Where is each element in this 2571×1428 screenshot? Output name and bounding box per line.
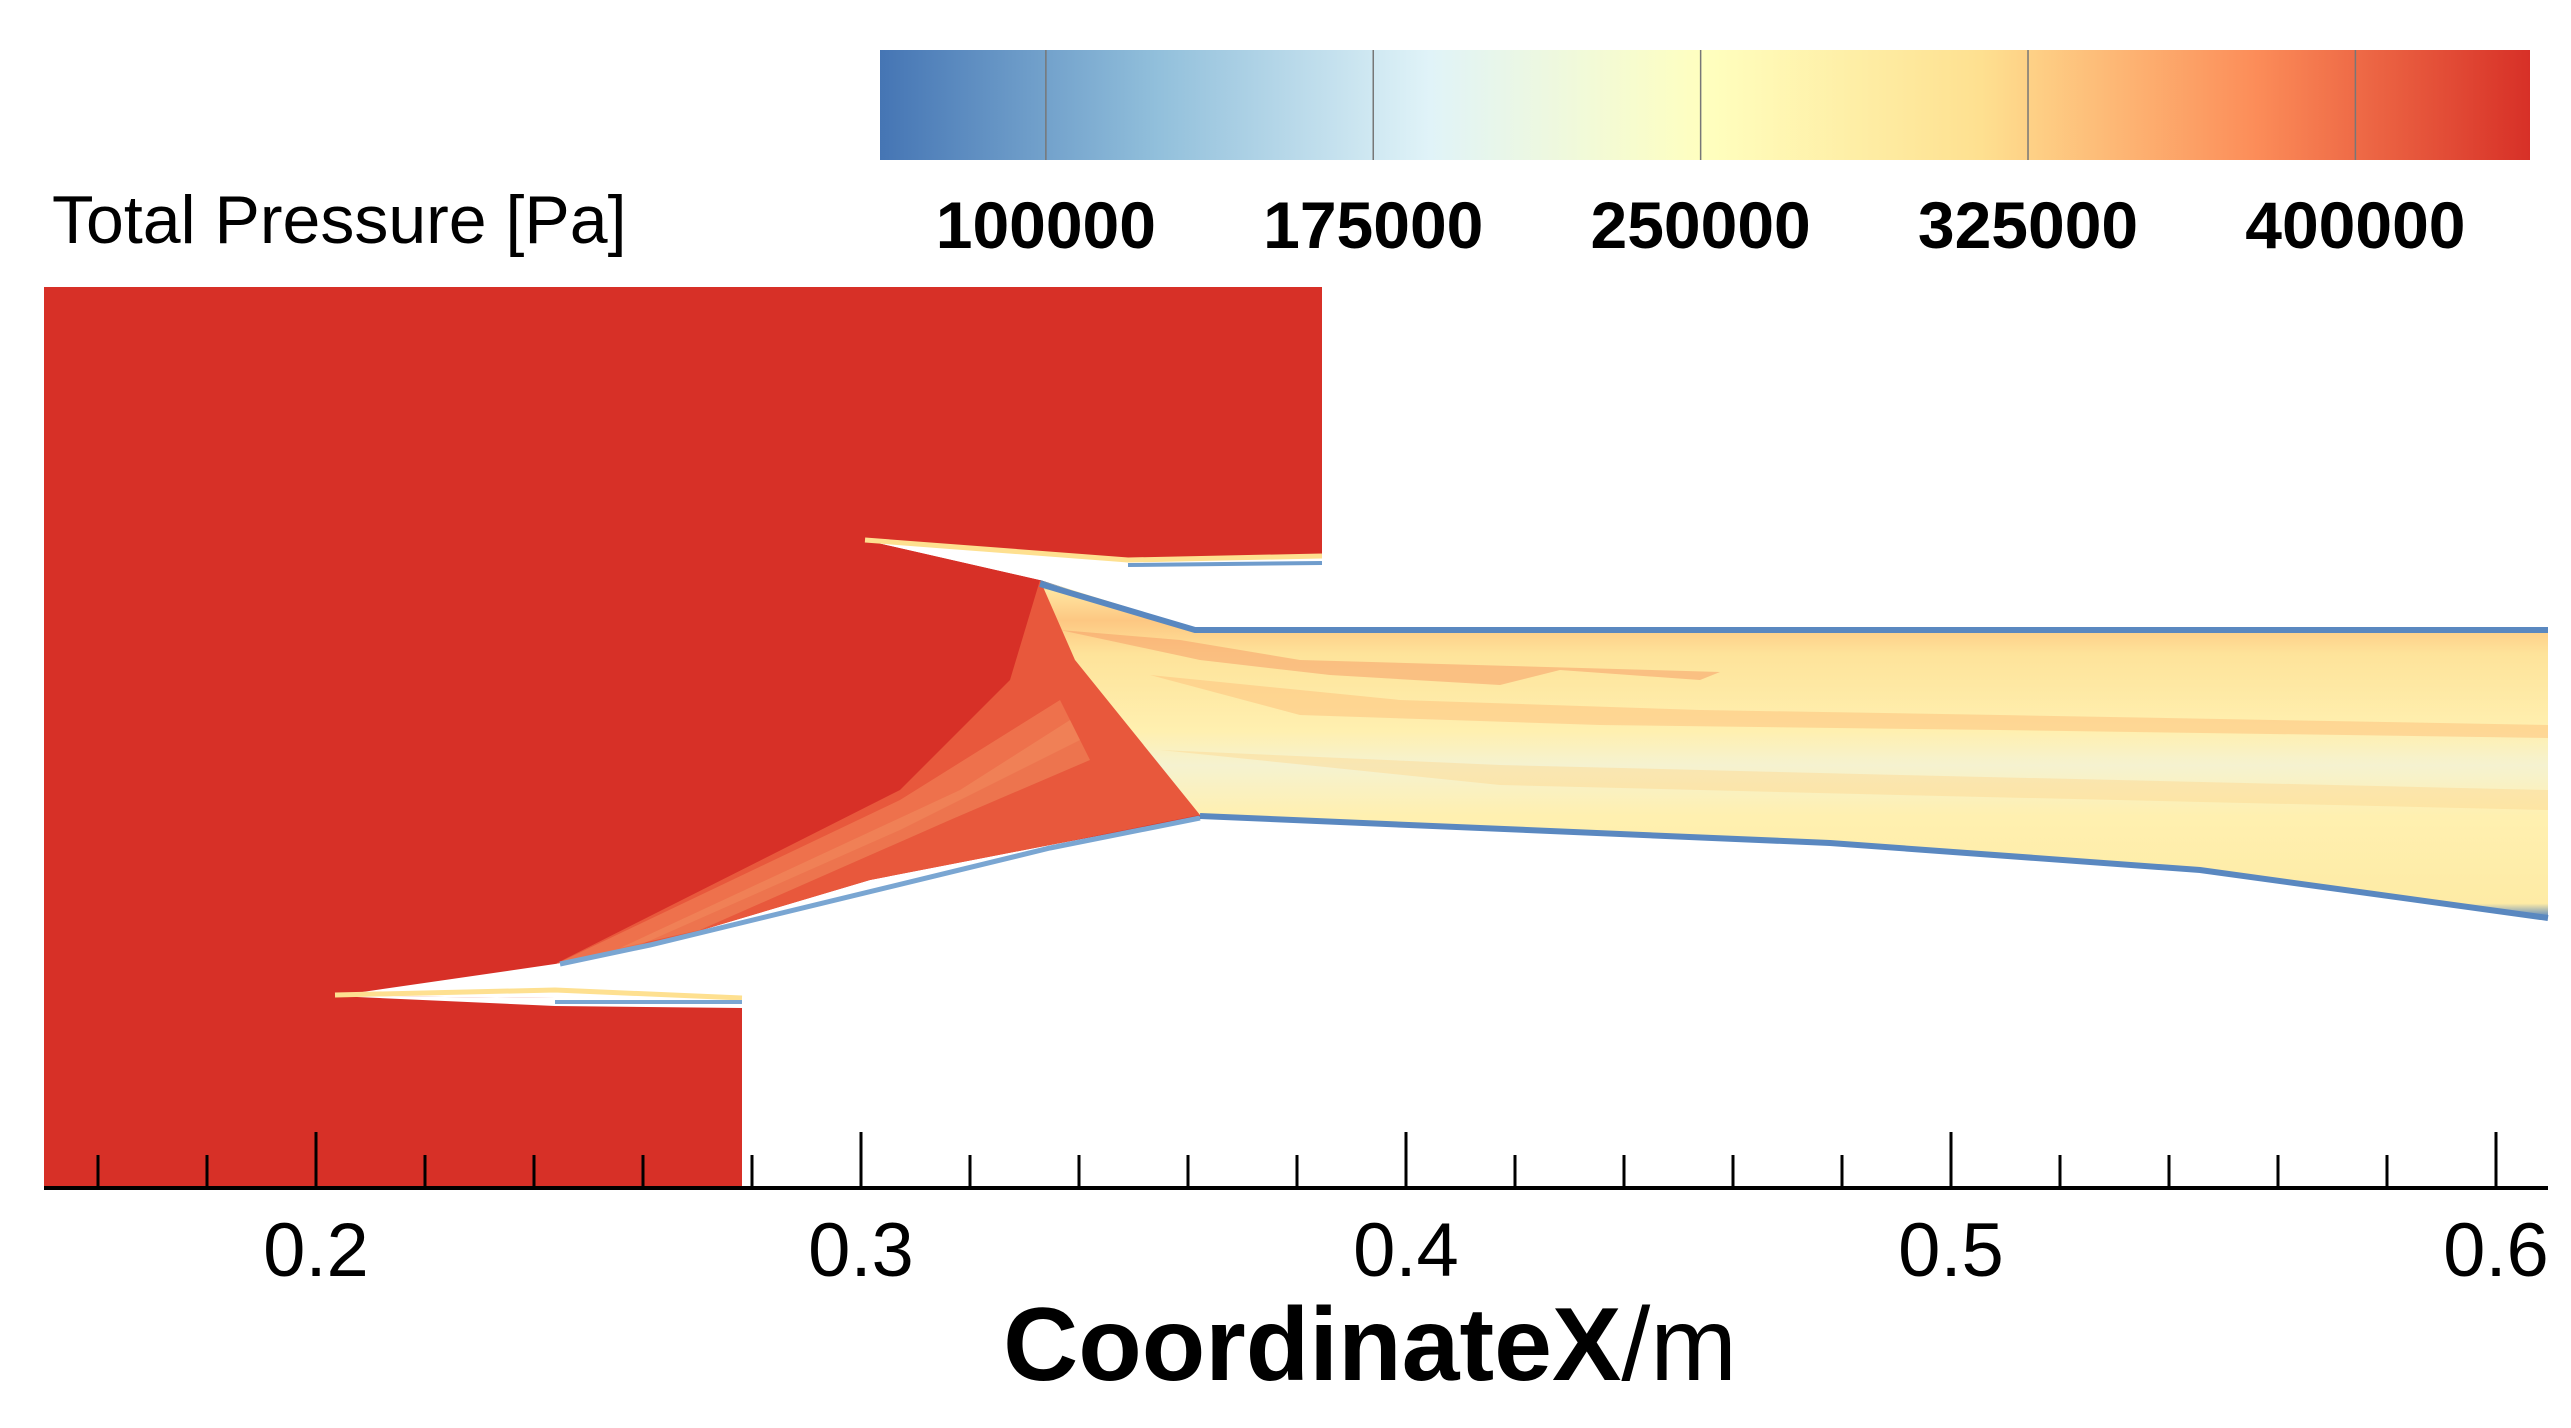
x-axis-title-bold: CoordinateX — [1003, 1287, 1621, 1403]
colorbar-separators — [1045, 50, 2357, 160]
x-axis-ticks — [96, 1132, 2498, 1188]
colorbar-bar — [880, 50, 2530, 160]
colorbar-title: Total Pressure [Pa] — [52, 182, 626, 258]
x-axis-title: CoordinateX/m — [1003, 1287, 1737, 1403]
x-axis-title-unit: /m — [1621, 1287, 1737, 1403]
colorbar-tick-label: 250000 — [1591, 188, 1811, 262]
colorbar-tick-label: 325000 — [1918, 188, 2138, 262]
duct-lower-wall — [1199, 813, 2549, 921]
core-streak-3 — [1160, 750, 2548, 810]
shear-layer-region — [555, 580, 1200, 964]
flow-field — [44, 287, 2549, 1188]
duct-upper-wall — [1039, 581, 2548, 633]
x-tick-label: 0.2 — [263, 1208, 369, 1293]
colorbar-tick-label: 175000 — [1263, 188, 1483, 262]
x-axis-tick-labels: 0.2 0.3 0.4 0.5 0.6 — [263, 1208, 2549, 1293]
upper-splitter-edge-blue — [1127, 561, 1323, 567]
upper-splitter-edge — [864, 537, 1323, 563]
colorbar-tick-label: 400000 — [2245, 188, 2465, 262]
core-streak-1 — [1060, 630, 1720, 685]
x-tick-label: 0.6 — [2443, 1208, 2549, 1293]
colorbar-tick-labels: 100000 175000 250000 325000 400000 — [936, 188, 2466, 262]
lower-splitter-edge — [334, 987, 743, 1001]
shear-band-1 — [560, 700, 1080, 962]
x-axis: 0.2 0.3 0.4 0.5 0.6 CoordinateX/m — [44, 1132, 2549, 1403]
x-tick-label: 0.5 — [1898, 1208, 2004, 1293]
colorbar-tick-label: 100000 — [936, 188, 1156, 262]
x-tick-label: 0.4 — [1353, 1208, 1459, 1293]
core-streak-2 — [1150, 675, 2548, 738]
x-tick-label: 0.3 — [808, 1208, 914, 1293]
lower-wall-line — [559, 815, 1201, 967]
lower-splitter — [335, 996, 742, 1008]
colorbar: 100000 175000 250000 325000 400000 Total Pre… — [52, 50, 2530, 262]
inlet-region — [44, 287, 1322, 1188]
shear-band-2 — [620, 720, 1090, 948]
